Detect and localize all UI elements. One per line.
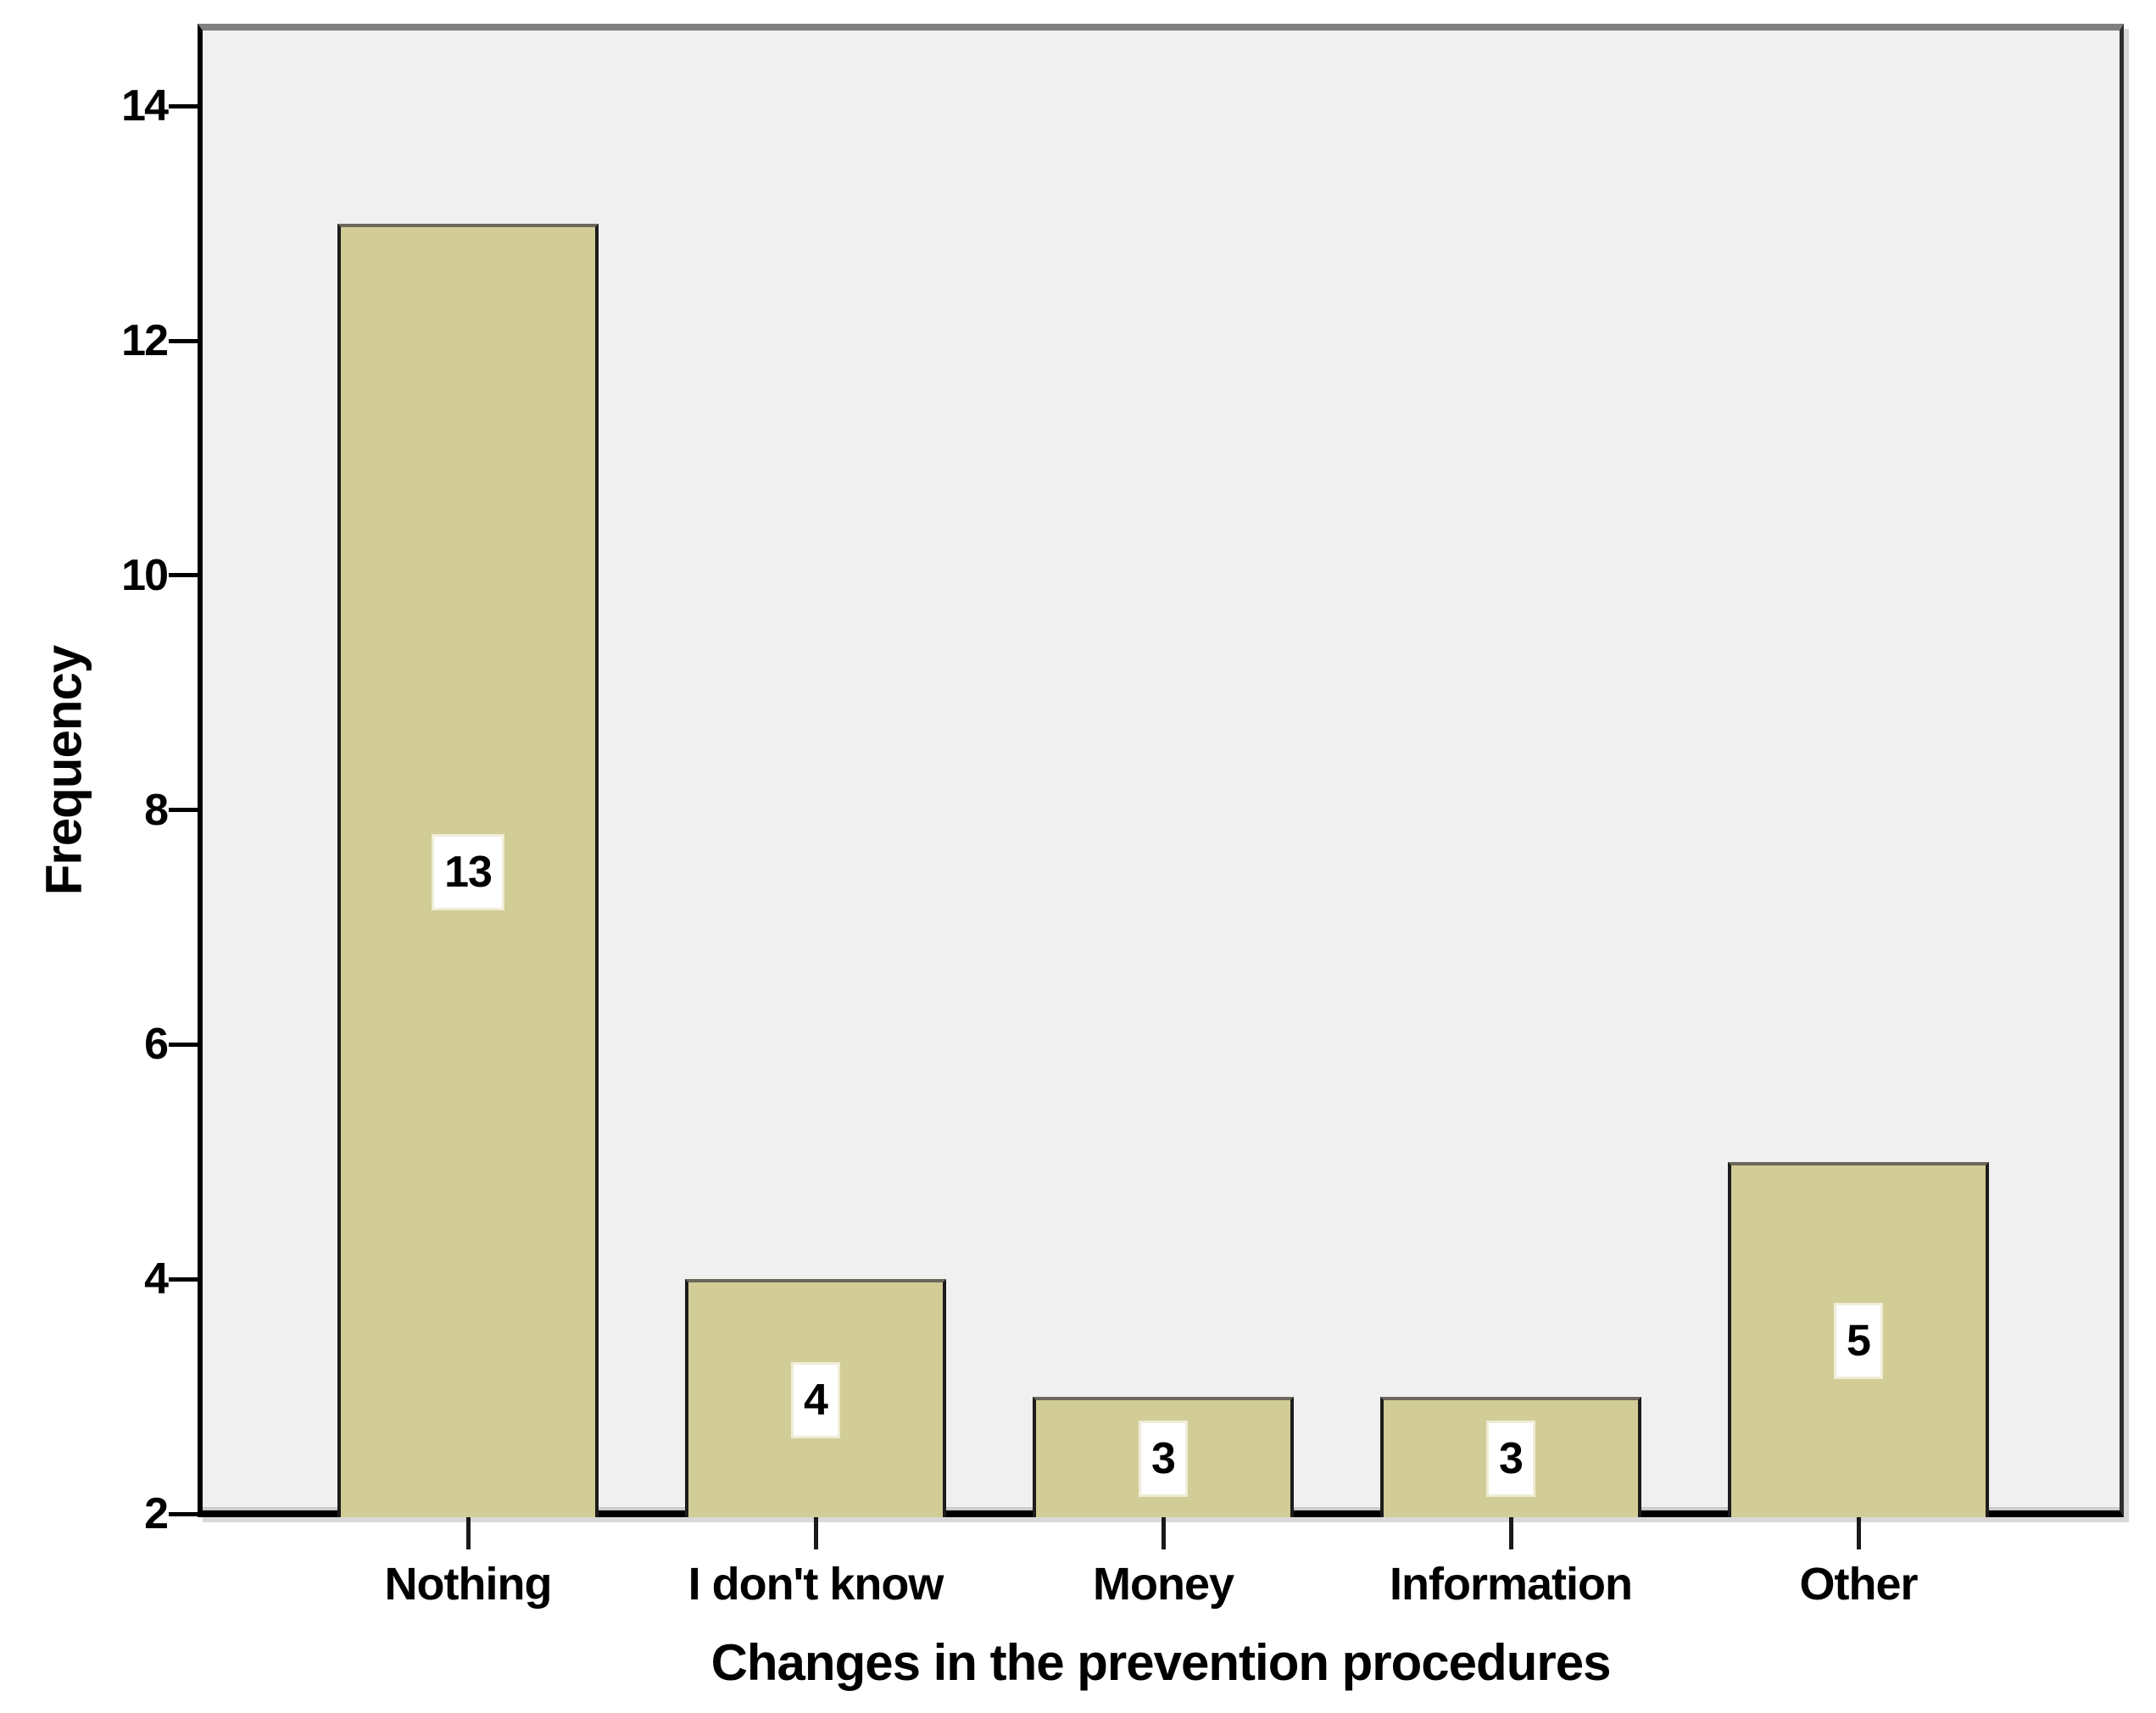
- y-tick-label: 10: [121, 550, 169, 600]
- y-tick-label: 2: [144, 1489, 169, 1538]
- x-tick-label-money: Money: [1092, 1559, 1234, 1610]
- y-tick-mark: [169, 573, 198, 578]
- x-tick-label-information: Information: [1390, 1559, 1633, 1610]
- y-tick-label: 4: [144, 1254, 169, 1304]
- bar-other: 5: [1728, 1161, 1989, 1517]
- x-tick-mark: [1508, 1517, 1513, 1549]
- x-tick-label-i-don-t-know: I don't know: [688, 1559, 944, 1610]
- x-tick-mark: [1856, 1517, 1861, 1549]
- bar-value-label-information: 3: [1489, 1422, 1533, 1494]
- y-tick-mark: [169, 1042, 198, 1047]
- bar-money: 3: [1033, 1396, 1294, 1517]
- y-tick-mark: [169, 103, 198, 108]
- bar-value-label-money: 3: [1141, 1422, 1185, 1494]
- y-tick-mark: [169, 1276, 198, 1282]
- bar-i-don-t-know: 4: [685, 1279, 946, 1517]
- x-tick-mark: [813, 1517, 818, 1549]
- y-axis-title: Frequency: [35, 645, 92, 896]
- x-axis-title: Changes in the prevention procedures: [710, 1634, 1612, 1691]
- y-tick-mark: [169, 1511, 198, 1516]
- y-tick-label: 12: [121, 316, 169, 365]
- y-tick-label: 6: [144, 1020, 169, 1070]
- y-tick-label: 14: [121, 81, 169, 131]
- x-tick-label-nothing: Nothing: [384, 1559, 553, 1610]
- bar-nothing: 13: [337, 223, 599, 1517]
- y-tick-mark: [169, 808, 198, 813]
- y-tick-label: 8: [144, 785, 169, 835]
- y-tick-mark: [169, 338, 198, 343]
- bar-value-label-nothing: 13: [434, 836, 502, 908]
- x-tick-label-other: Other: [1799, 1559, 1918, 1610]
- x-tick-mark: [1161, 1517, 1166, 1549]
- x-tick-mark: [465, 1517, 471, 1549]
- bar-value-label-other: 5: [1836, 1305, 1880, 1377]
- bar-information: 3: [1380, 1396, 1641, 1517]
- bar-value-label-i-don-t-know: 4: [794, 1364, 838, 1436]
